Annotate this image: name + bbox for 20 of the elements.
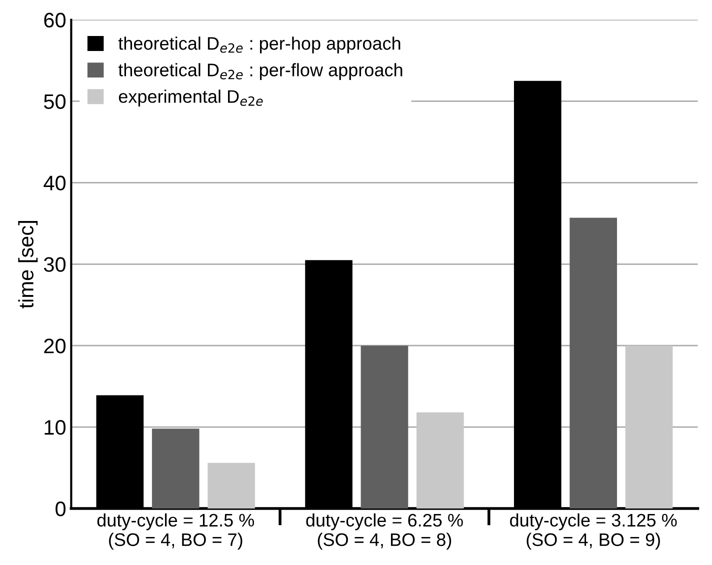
- y-tick-label: 50: [44, 94, 66, 109]
- bar: [360, 346, 408, 508]
- y-tick-label: 20: [44, 338, 66, 354]
- x-tick-label: duty-cycle = 3.125 % (SO = 4, BO = 9): [510, 513, 677, 550]
- legend-label: experimental D$_{e2e}$: [118, 90, 263, 106]
- bar: [625, 346, 673, 508]
- bar: [208, 462, 255, 508]
- legend-label: theoretical D$_{e2e}$ : per-flow approach: [118, 63, 402, 80]
- y-tick-label: 30: [44, 257, 66, 272]
- bar: [416, 412, 464, 508]
- legend-label: theoretical D$_{e2e}$ : per-hop approach: [118, 36, 400, 54]
- bar: [570, 218, 618, 508]
- x-tick-label: duty-cycle = 12.5 % (SO = 4, BO = 7): [97, 513, 254, 550]
- x-tick-label: duty-cycle = 6.25 % (SO = 4, BO = 8): [306, 513, 463, 550]
- y-tick-label: 40: [44, 176, 66, 190]
- y-axis-title: time [sec]: [18, 221, 38, 308]
- y-tick-label: 60: [44, 12, 66, 28]
- y-tick-label: 10: [44, 420, 66, 435]
- y-tick-label: 0: [56, 502, 66, 516]
- bar: [152, 428, 200, 508]
